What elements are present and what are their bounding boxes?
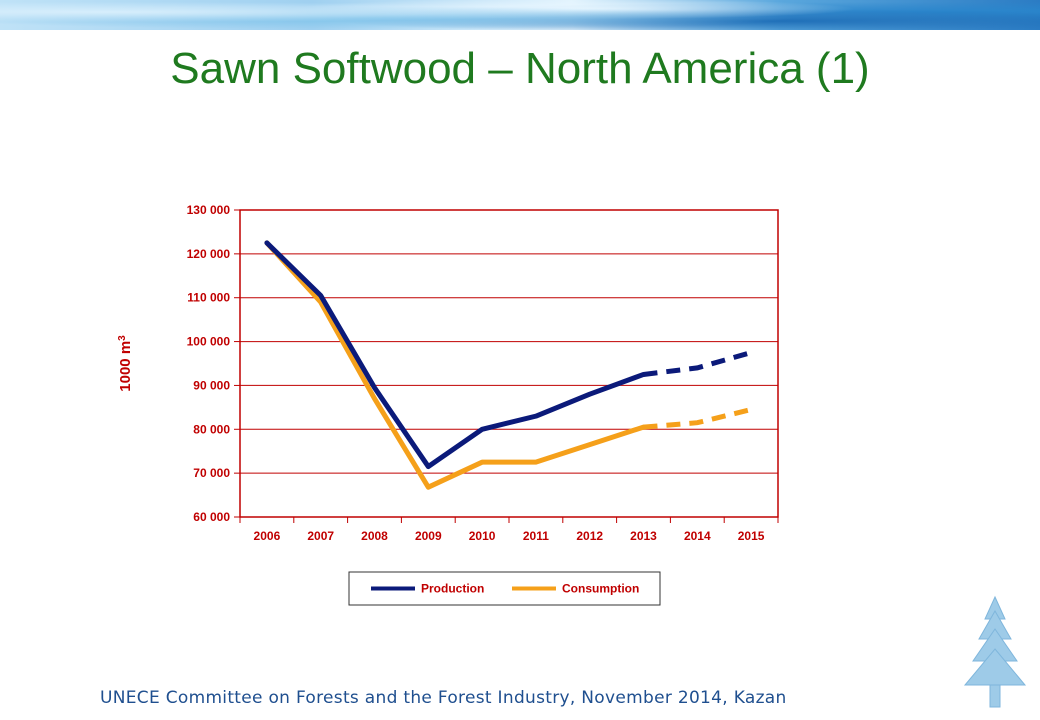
x-tick-label: 2008 <box>361 529 388 543</box>
x-tick-label: 2014 <box>684 529 711 543</box>
legend-label-consumption: Consumption <box>562 582 639 596</box>
x-tick-label: 2011 <box>523 529 549 543</box>
slide-title: Sawn Softwood – North America (1) <box>170 44 870 93</box>
x-tick-label: 2010 <box>469 529 496 543</box>
production-projection-line <box>643 350 752 377</box>
x-tick-label: 2007 <box>307 529 334 543</box>
y-tick-label: 60 000 <box>193 510 230 524</box>
chart-svg: 60 000 70 000 80 000 90 000 100 000 110 000 12… <box>117 203 779 606</box>
y-tick-label: 130 000 <box>187 203 231 217</box>
tree-icon <box>963 595 1027 708</box>
x-tick-label: 2013 <box>630 529 657 543</box>
line-chart: 60 000 70 000 80 000 90 000 100 000 110 000 12… <box>100 190 800 620</box>
decorative-banner <box>0 0 1040 30</box>
production-line <box>264 240 646 470</box>
y-tick-label: 70 000 <box>193 466 230 480</box>
consumption-line <box>264 240 646 490</box>
y-tick-label: 90 000 <box>193 378 230 392</box>
legend-label-production: Production <box>421 582 484 596</box>
y-tick-label: 120 000 <box>187 247 231 261</box>
plot-border <box>239 209 779 518</box>
y-tick-label: 110 000 <box>187 291 230 305</box>
x-tick-label: 2006 <box>254 529 281 543</box>
y-axis-label: 1000 m3 <box>117 335 135 392</box>
slide-footer: UNECE Committee on Forests and the Fores… <box>100 688 787 708</box>
consumption-projection-line <box>643 407 752 430</box>
y-tick-label: 100 000 <box>187 335 231 349</box>
y-tick-label: 80 000 <box>193 422 230 436</box>
x-tick-label: 2012 <box>576 529 603 543</box>
x-tick-label: 2015 <box>738 529 765 543</box>
x-tick-label: 2009 <box>415 529 442 543</box>
